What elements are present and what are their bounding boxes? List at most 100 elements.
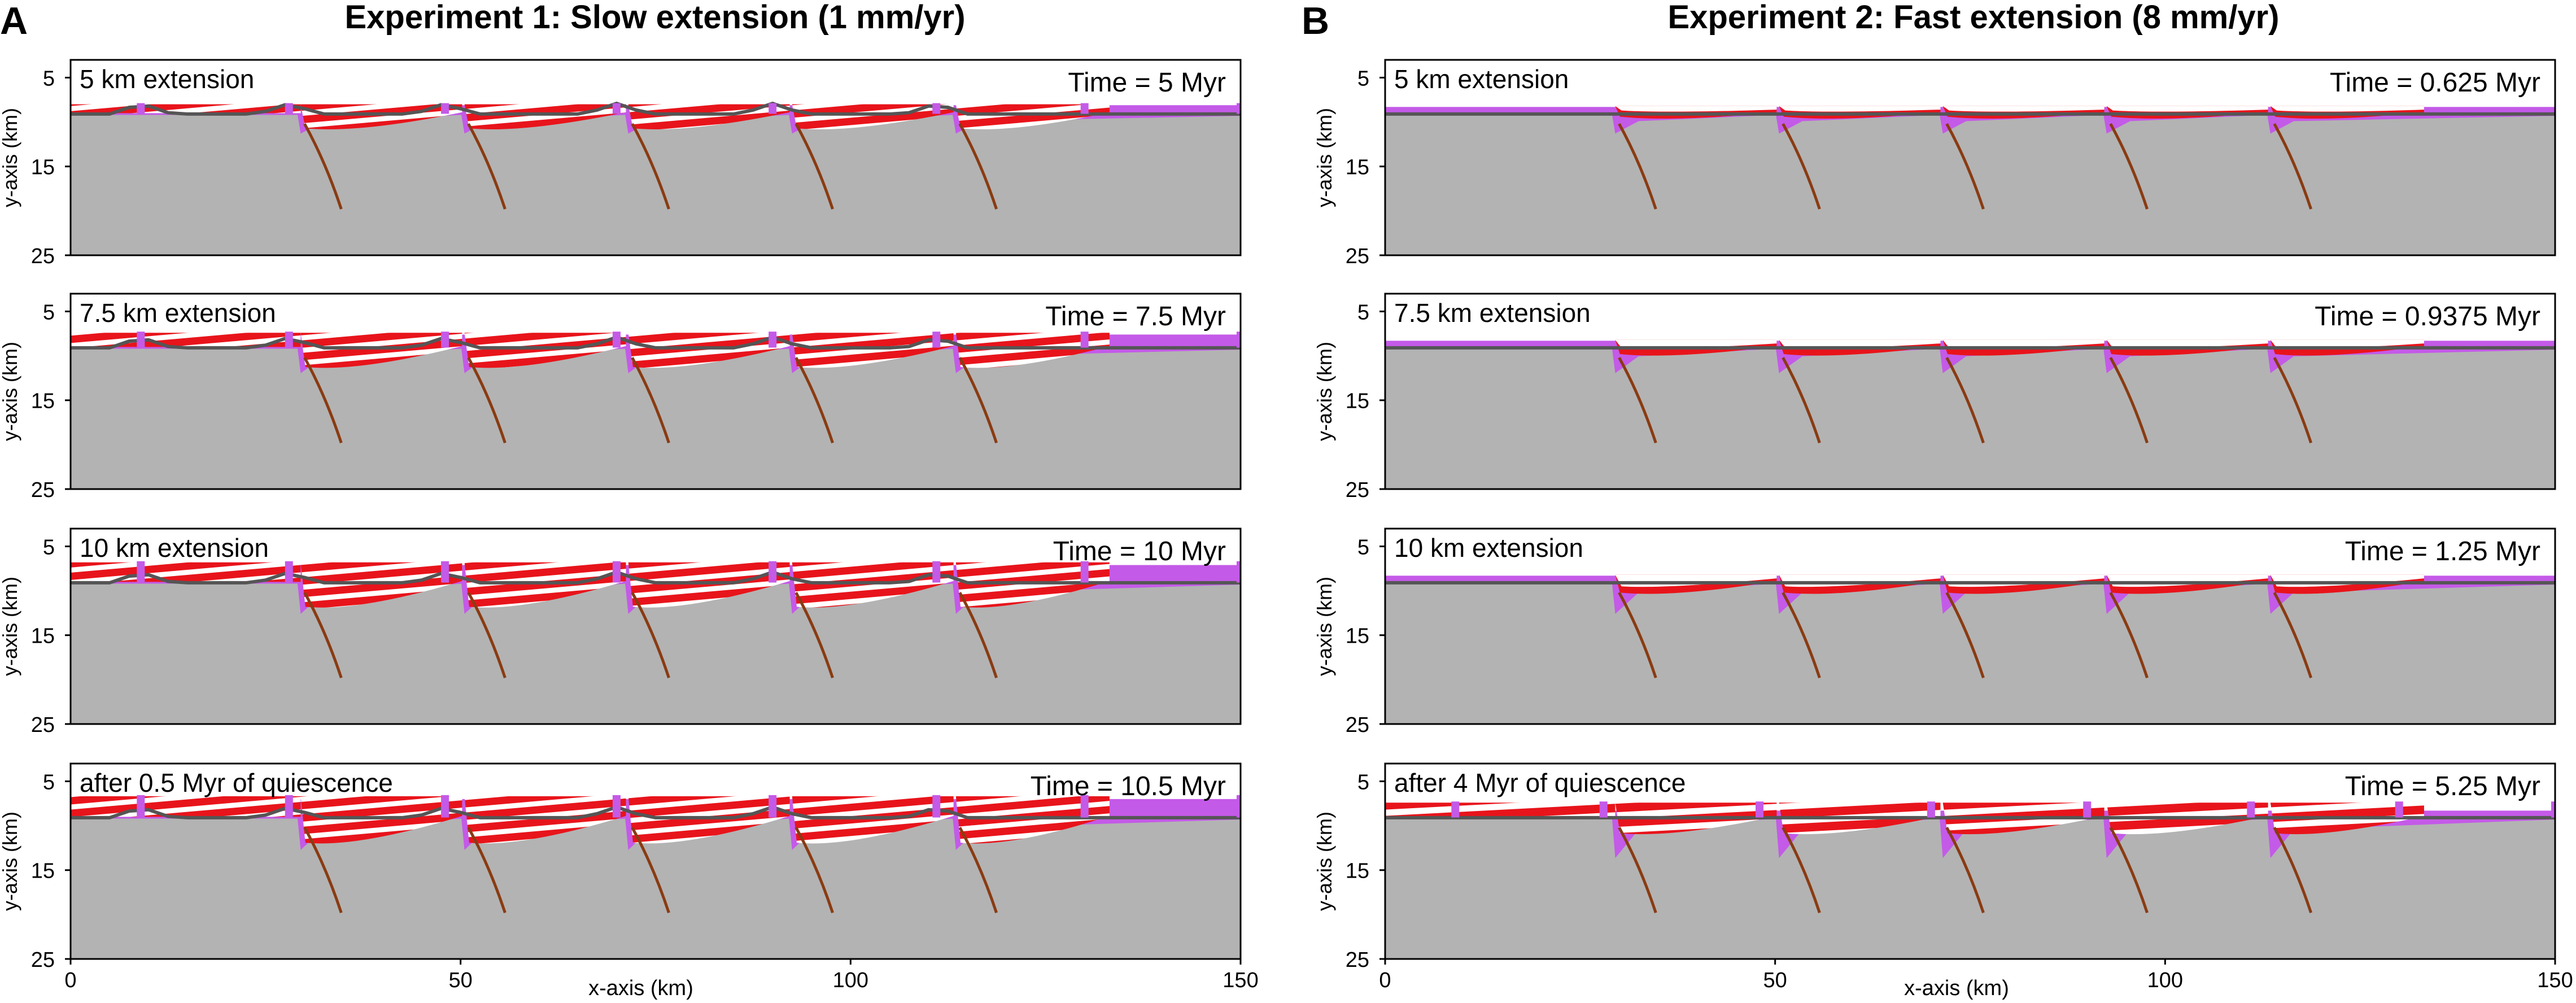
subplot-label: 10 km extension: [1394, 533, 1583, 562]
fault-marker: [1756, 801, 1764, 818]
subplot-time: Time = 0.625 Myr: [2330, 68, 2540, 98]
fault-line: [794, 827, 834, 914]
synrift-basin: [300, 333, 462, 368]
fault-marker: [137, 795, 145, 818]
synrift-basin: [955, 104, 1110, 129]
fault-marker: [285, 332, 293, 348]
fault-line: [1618, 827, 1657, 914]
synrift-upper-fill: [1615, 106, 1777, 112]
fault-line: [1945, 123, 1985, 210]
y-tick-label: 25: [31, 713, 55, 737]
synrift-basin: [628, 333, 790, 368]
fault-line: [1618, 592, 1657, 679]
subplot-label: 7.5 km extension: [80, 298, 276, 328]
panel-title-a: Experiment 1: Slow extension (1 mm/yr): [344, 0, 965, 36]
fault-marker: [769, 332, 777, 348]
fault-line: [958, 827, 998, 914]
x-tick-label: 150: [2537, 969, 2573, 992]
subplot-b-1: 5 15 25 y-axis (km) 5 km extension Time = 0.6…: [1313, 59, 2556, 268]
y-tick-label: 25: [31, 478, 55, 502]
basement-layer: [1385, 115, 2555, 255]
fault-marker: [932, 795, 941, 818]
fault-marker: [137, 103, 145, 114]
fault-line: [467, 357, 507, 444]
synrift-basin: [464, 562, 626, 608]
fault-line: [958, 592, 998, 679]
plot-frame: [1384, 59, 2556, 256]
fault-line: [303, 123, 343, 210]
y-tick-label: 25: [1346, 245, 1369, 268]
fault-line: [1782, 357, 1821, 444]
fault-marker: [1237, 561, 1241, 583]
y-tick-label: 15: [1346, 860, 1369, 883]
fault-marker: [137, 332, 145, 348]
synrift-basin: [955, 562, 1110, 608]
y-axis-label: y-axis (km): [1313, 812, 1336, 911]
fault-marker: [769, 103, 777, 114]
synrift-upper-fill: [1942, 106, 2105, 112]
fault-marker: [285, 561, 293, 583]
y-axis-label: y-axis (km): [0, 577, 21, 676]
subplot-b-4: 5 15 25 y-axis (km) after 4 Myr of quiescenc…: [1313, 762, 2573, 992]
synrift-upper-fill: [1779, 106, 1941, 112]
subplot-a-4: 5 15 25 y-axis (km) after 0.5 Myr of quiesce…: [0, 762, 1259, 992]
subplot-a-1: 5 15 25 y-axis (km) 5 km extension Time = 5 M…: [0, 59, 1242, 268]
y-axis-label: y-axis (km): [0, 108, 21, 207]
y-axis-label: y-axis (km): [1313, 342, 1336, 441]
fault-marker: [769, 795, 777, 818]
y-tick-label: 5: [43, 770, 55, 794]
fault-marker: [932, 103, 941, 114]
synrift-basin: [300, 562, 462, 608]
plot-frame: [1384, 527, 2556, 725]
y-tick-label: 5: [43, 300, 55, 324]
subplot-time: Time = 1.25 Myr: [2345, 537, 2540, 566]
synrift-basin: [628, 796, 790, 844]
synrift-basin: [464, 104, 626, 129]
fault-line: [2109, 123, 2149, 210]
synrift-basin: [628, 562, 790, 608]
basement-layer: [71, 115, 1241, 255]
y-axis-label: y-axis (km): [0, 342, 21, 441]
fault-line: [2273, 827, 2313, 914]
synrift-upper-fill: [2106, 106, 2268, 112]
x-axis-label-a: x-axis (km): [588, 976, 693, 1000]
plot-frame: [69, 59, 1242, 256]
y-axis-label: y-axis (km): [1313, 577, 1336, 676]
fault-marker: [612, 103, 621, 114]
fault-line: [958, 357, 998, 444]
horizon-line: [71, 335, 1241, 350]
fault-marker: [1080, 795, 1089, 818]
horizon-line: [71, 101, 1241, 116]
subplot-time: Time = 5 Myr: [1068, 68, 1226, 98]
fault-line: [1782, 827, 1821, 914]
fault-marker: [2083, 801, 2092, 818]
plot-frame: [69, 293, 1242, 490]
y-tick-label: 25: [1346, 948, 1369, 972]
fault-marker: [612, 795, 621, 818]
fault-line: [2109, 827, 2149, 914]
fault-line: [2273, 123, 2313, 210]
fault-line: [303, 357, 343, 444]
fault-line: [1945, 592, 1985, 679]
synrift-basin: [955, 333, 1110, 368]
basement-layer: [1385, 348, 2555, 489]
fault-line: [794, 592, 834, 679]
fault-marker: [1237, 103, 1241, 114]
fault-line: [2109, 357, 2149, 444]
fault-line: [1618, 123, 1657, 210]
panel-letter-b: B: [1302, 0, 1329, 42]
y-tick-label: 5: [1357, 300, 1369, 324]
fault-marker: [932, 332, 941, 348]
fault-line: [794, 357, 834, 444]
panel-title-b: Experiment 2: Fast extension (8 mm/yr): [1668, 0, 2280, 36]
fault-marker: [932, 561, 941, 583]
fault-line: [303, 592, 343, 679]
subplot-time: Time = 5.25 Myr: [2345, 771, 2540, 801]
y-tick-label: 15: [31, 156, 55, 180]
y-axis-label: y-axis (km): [1313, 108, 1336, 207]
x-tick-label: 50: [449, 969, 473, 992]
y-tick-label: 15: [31, 390, 55, 413]
subplot-time: Time = 0.9375 Myr: [2315, 302, 2540, 332]
fault-marker: [1080, 561, 1089, 583]
fault-marker: [612, 561, 621, 583]
